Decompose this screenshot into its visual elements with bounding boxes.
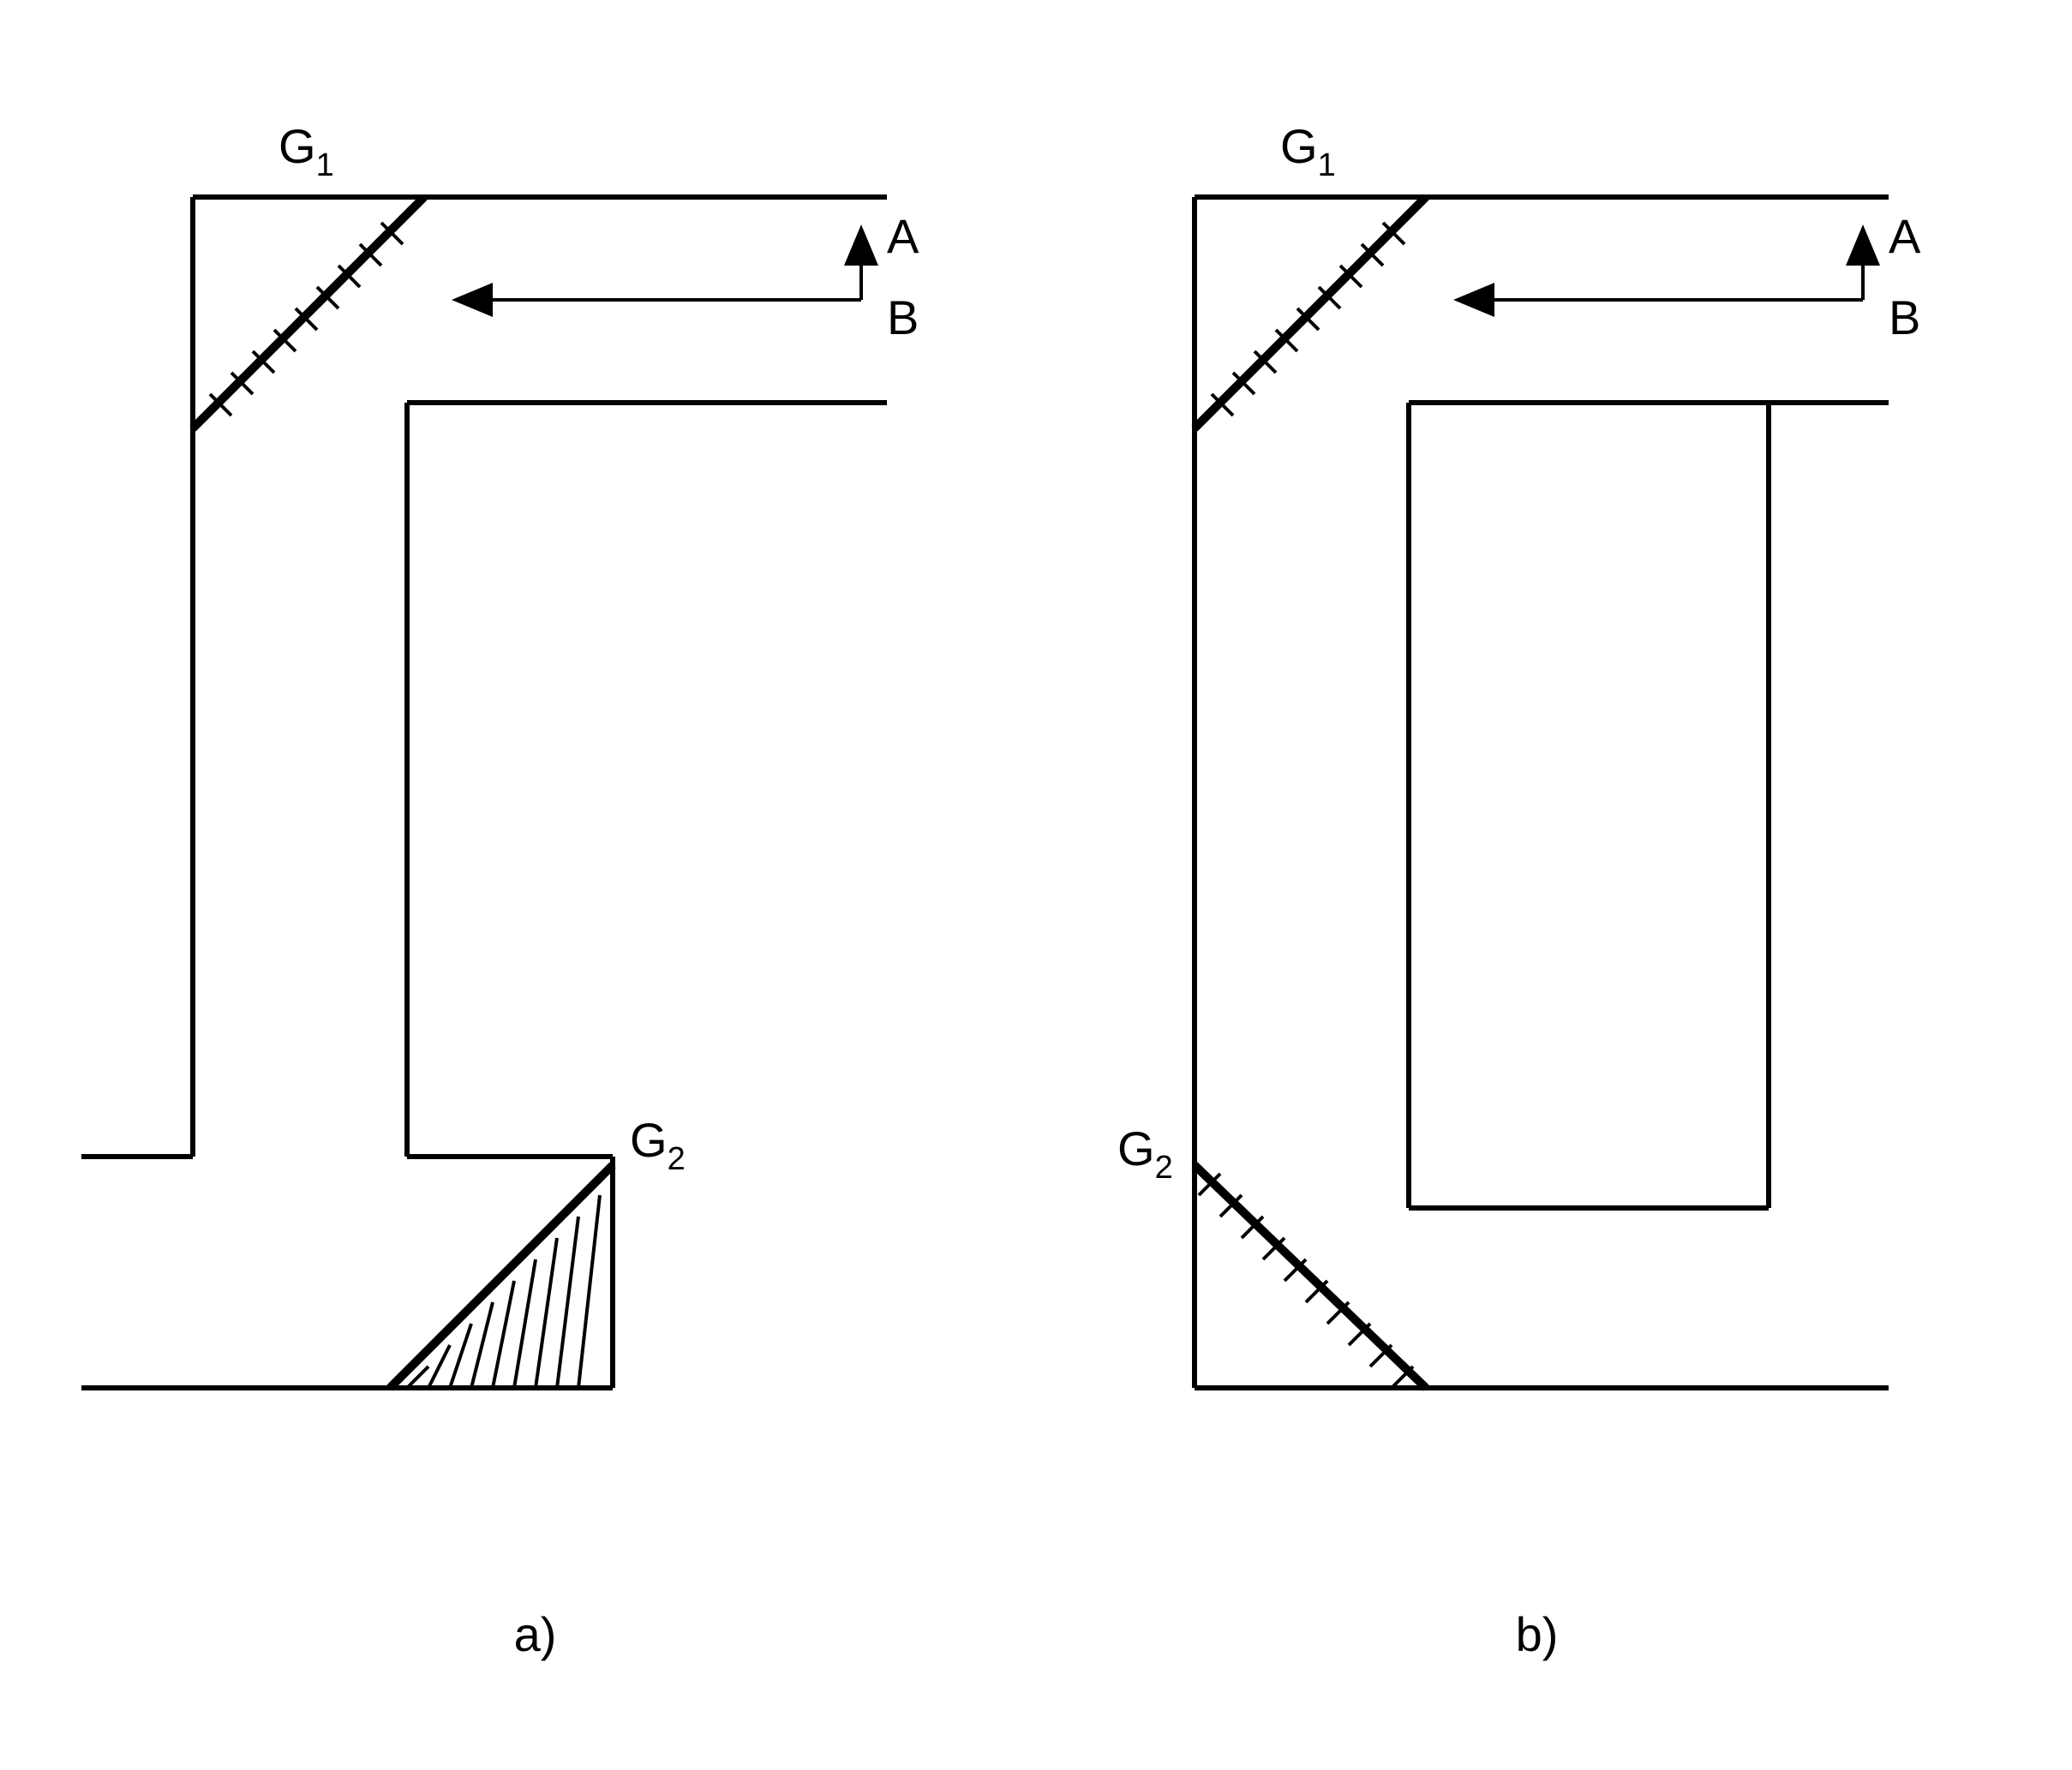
panel-a: G1 G2 A B a)	[64, 51, 1007, 1679]
panel-b-svg: G1 G2 A B	[1066, 51, 2009, 1679]
b-label: B	[1889, 290, 1920, 344]
g1-label: G1	[1280, 119, 1336, 183]
a-label: A	[1889, 209, 1921, 263]
g1-label: G1	[278, 119, 334, 183]
panel-a-svg: G1 G2 A B	[64, 51, 1007, 1679]
g2-label: G2	[630, 1113, 686, 1177]
g2-mirror	[1195, 1165, 1426, 1388]
g2-label: G2	[1117, 1121, 1173, 1186]
panel-b-caption: b)	[1516, 1606, 1559, 1662]
a-label: A	[887, 209, 919, 263]
g2-hatching	[407, 1195, 600, 1388]
panel-b: G1 G2 A B b)	[1066, 51, 2009, 1679]
diagram-container: G1 G2 A B a)	[0, 0, 2072, 1770]
g2-hatching	[1199, 1174, 1413, 1388]
panel-a-caption: a)	[514, 1606, 557, 1662]
b-label: B	[887, 290, 919, 344]
g2-mirror	[390, 1165, 613, 1388]
